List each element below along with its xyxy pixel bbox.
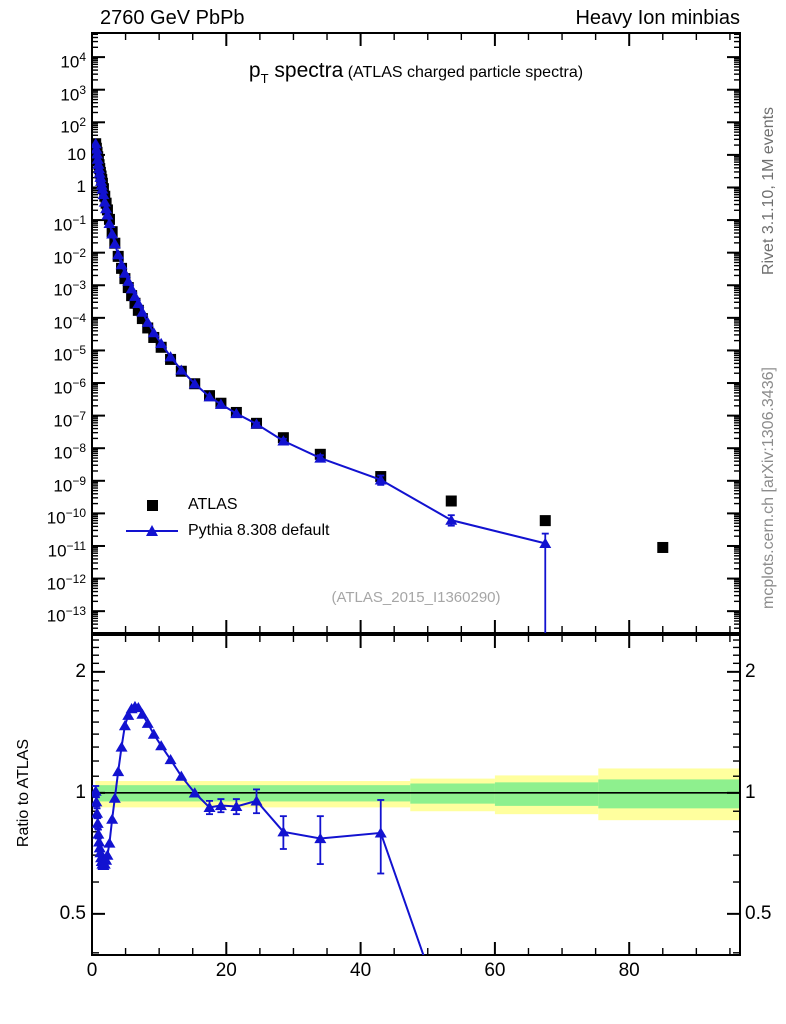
main-y-tick-label: 10−11 (47, 538, 86, 561)
legend-item-atlas: ATLAS (126, 492, 329, 518)
ratio-y-tick-label-left: 1 (75, 781, 86, 803)
legend-item-pythia: Pythia 8.308 default (126, 518, 329, 544)
blue-triangle-line-marker-icon (126, 524, 178, 538)
plot-title: pT spectra (ATLAS charged particle spect… (92, 59, 740, 86)
legend: ATLAS Pythia 8.308 default (126, 492, 329, 544)
rivet-version-note: Rivet 3.1.10, 1M events (760, 106, 777, 276)
legend-label-atlas: ATLAS (188, 496, 238, 513)
main-y-tick-label: 10−13 (46, 604, 86, 626)
ratio-y-tick-label-right: 1 (745, 781, 756, 803)
main-y-tick-label: 10 (67, 144, 86, 164)
title-pt-subscript: T (260, 71, 269, 86)
mcplots-arxiv-note: mcplots.cern.ch [arXiv:1306.3436] (760, 367, 777, 609)
main-y-tick-label: 10−9 (53, 473, 86, 496)
main-y-tick-label: 10−10 (46, 506, 86, 529)
legend-label-pythia: Pythia 8.308 default (188, 522, 330, 539)
main-y-tick-label: 10−6 (53, 376, 86, 398)
header-row: 2760 GeV PbPb Heavy Ion minbias (92, 6, 740, 30)
main-y-tick-label: 10−12 (46, 571, 86, 594)
title-pt-symbol: p (248, 59, 261, 82)
main-y-tick-label: 103 (60, 82, 86, 105)
main-y-tick-label: 10−7 (53, 408, 86, 431)
main-y-tick-label: 102 (60, 115, 86, 137)
ratio-y-tick-label-right: 0.5 (745, 902, 772, 924)
main-y-tick-label: 10−5 (53, 343, 86, 366)
title-main: spectra (268, 59, 344, 82)
x-tick-label: 40 (350, 960, 372, 981)
main-y-tick-label: 10−2 (53, 245, 86, 268)
analysis-watermark: (ATLAS_2015_I1360290) (331, 589, 501, 606)
main-y-tick-label: 10−3 (53, 278, 86, 300)
main-y-tick-label: 10−1 (53, 213, 86, 235)
beam-label: 2760 GeV PbPb (100, 7, 245, 29)
x-tick-label: 60 (484, 960, 506, 981)
process-label: Heavy Ion minbias (575, 7, 740, 29)
x-tick-label: 20 (215, 960, 237, 981)
ratio-y-tick-label-right: 2 (745, 660, 756, 682)
ratio-y-tick-label-left: 0.5 (59, 902, 86, 924)
x-tick-label: 80 (618, 960, 640, 981)
main-y-tick-label: 104 (60, 50, 86, 72)
black-square-marker-icon (126, 498, 178, 512)
main-y-tick-label: 10−4 (53, 310, 86, 333)
x-tick-label: 0 (86, 960, 98, 981)
main-y-tick-label: 10−8 (53, 441, 86, 463)
ratio-y-tick-label-left: 2 (75, 660, 86, 682)
main-y-tick-label: 1 (76, 177, 86, 197)
title-paren-text: (ATLAS charged particle spectra) (347, 64, 584, 81)
